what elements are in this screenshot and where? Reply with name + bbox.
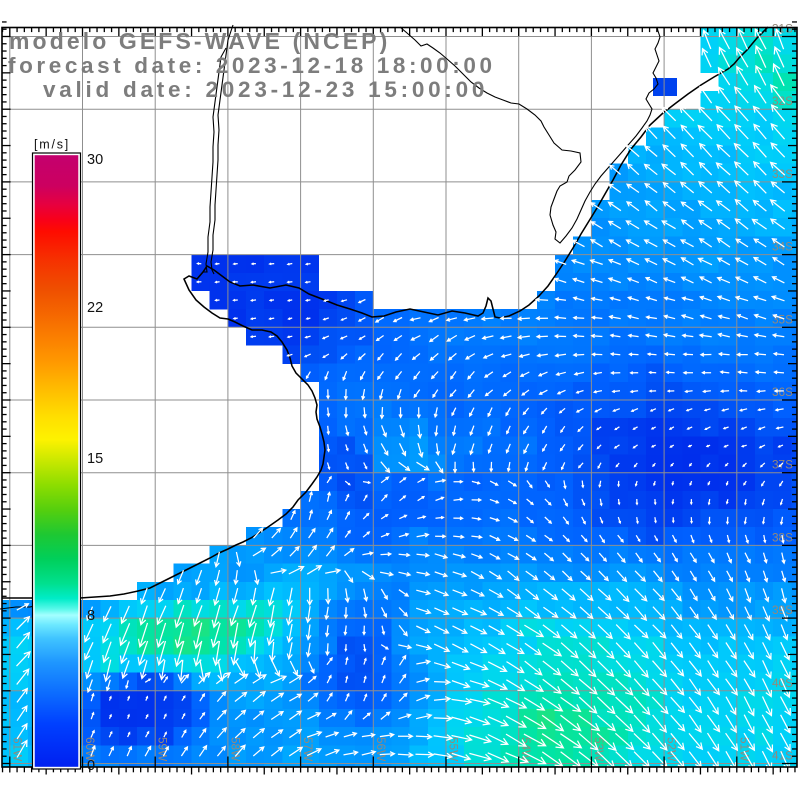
svg-text:57W: 57W — [301, 737, 315, 762]
svg-text:59W: 59W — [156, 737, 170, 762]
svg-text:0: 0 — [87, 758, 95, 774]
svg-text:54W: 54W — [519, 737, 533, 762]
svg-text:56W: 56W — [374, 737, 388, 762]
svg-text:[m/s]: [m/s] — [34, 138, 70, 152]
svg-text:15: 15 — [87, 451, 103, 467]
svg-text:36S: 36S — [772, 385, 793, 399]
svg-text:34S: 34S — [772, 240, 793, 254]
svg-text:51W: 51W — [737, 737, 751, 762]
svg-text:30: 30 — [87, 152, 103, 168]
svg-text:60W: 60W — [83, 737, 97, 762]
svg-text:valid date: 2023-12-23 15:00:0: valid date: 2023-12-23 15:00:00 — [43, 77, 488, 102]
svg-text:61W: 61W — [10, 737, 24, 762]
svg-text:37S: 37S — [772, 458, 793, 472]
svg-text:forecast date: 2023-12-18 18:0: forecast date: 2023-12-18 18:00:00 — [8, 53, 496, 78]
svg-text:8: 8 — [87, 608, 95, 624]
svg-text:58W: 58W — [228, 737, 242, 762]
svg-text:22: 22 — [87, 300, 103, 316]
svg-text:35S: 35S — [772, 312, 793, 326]
svg-text:modelo GEFS-WAVE (NCEP): modelo GEFS-WAVE (NCEP) — [9, 28, 390, 54]
